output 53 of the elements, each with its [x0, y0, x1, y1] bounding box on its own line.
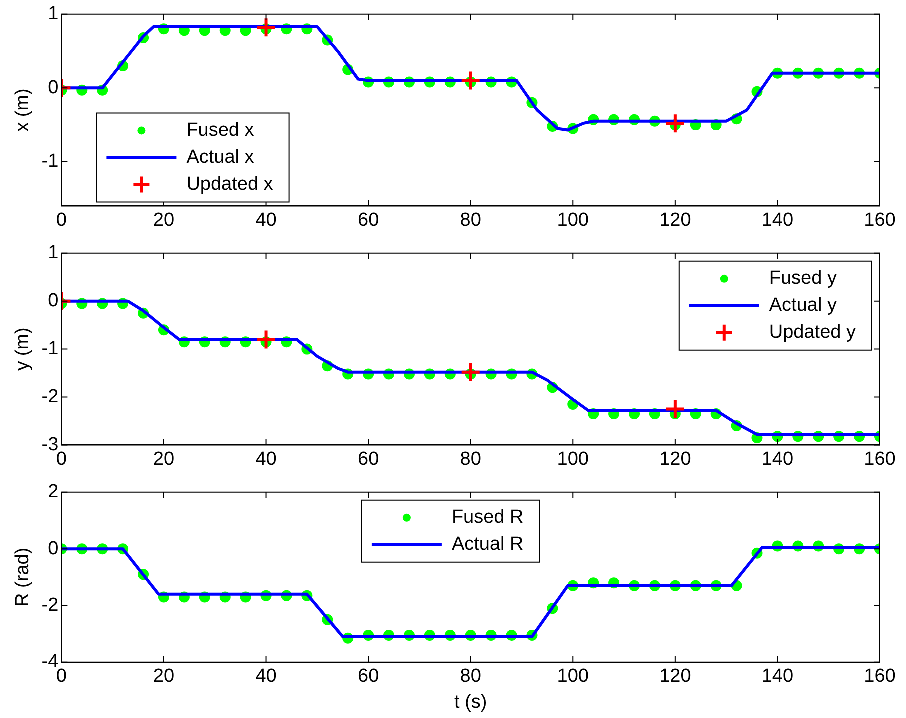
legend-label: Updated y — [769, 322, 856, 344]
point — [460, 362, 482, 383]
x-tick-label: 20 — [153, 210, 175, 231]
point — [256, 329, 277, 350]
x-tick-label: 80 — [460, 210, 482, 231]
x-tick-label: 20 — [153, 666, 175, 688]
x-axis-title: t (s) — [454, 692, 488, 713]
point — [664, 398, 686, 420]
legend-label: Actual R — [452, 534, 524, 556]
legend-label: Actual x — [186, 146, 255, 168]
y-tick-label: -1 — [42, 338, 59, 360]
x-tick-label: 60 — [358, 666, 380, 688]
y-tick-label: 0 — [48, 290, 59, 312]
y-tick-label: -2 — [42, 594, 59, 616]
point — [664, 113, 686, 134]
x-tick-label: 120 — [660, 210, 692, 231]
x-tick-label: 100 — [557, 666, 589, 688]
y-axis-title: R (rad) — [12, 548, 34, 607]
legend-label: Fused y — [769, 268, 838, 290]
y-tick-label: -3 — [42, 434, 59, 456]
x-tick-label: 80 — [460, 448, 482, 470]
legend-label: Actual y — [769, 295, 838, 316]
point — [460, 70, 482, 92]
x-tick-label: 100 — [557, 448, 589, 470]
x-tick-label: 120 — [660, 448, 692, 470]
y-axis-title: y (m) — [12, 328, 34, 371]
x-tick-label: 120 — [660, 666, 692, 688]
x-tick-label: 60 — [358, 210, 380, 231]
y-tick-label: 0 — [48, 77, 59, 98]
x-tick-label: 100 — [557, 210, 589, 231]
x-tick-label: 160 — [864, 210, 896, 231]
x-tick-label: 40 — [256, 448, 277, 470]
x-tick-label: 140 — [762, 448, 794, 470]
x-tick-label: 60 — [358, 448, 380, 470]
legend-label: Fused R — [452, 507, 524, 528]
x-tick-label: 40 — [256, 666, 277, 688]
x-tick-label: 140 — [762, 210, 794, 231]
legend-label: Fused x — [186, 120, 255, 141]
legend-label: Updated x — [186, 174, 274, 195]
x-tick-label: 140 — [762, 666, 794, 688]
y-tick-label: -1 — [42, 151, 59, 172]
x-tick-label: 160 — [864, 448, 896, 470]
x-tick-label: 20 — [153, 448, 175, 470]
point — [256, 17, 277, 38]
y-tick-label: 0 — [48, 538, 59, 560]
x-tick-label: 160 — [864, 666, 896, 688]
y-tick-label: 1 — [48, 4, 59, 25]
y-axis-title: x (m) — [12, 88, 34, 132]
y-tick-label: -2 — [42, 386, 59, 408]
y-tick-label: 2 — [48, 482, 59, 503]
y-tick-label: 1 — [48, 242, 59, 264]
x-tick-label: 40 — [256, 210, 277, 231]
x-tick-label: 80 — [460, 666, 482, 688]
